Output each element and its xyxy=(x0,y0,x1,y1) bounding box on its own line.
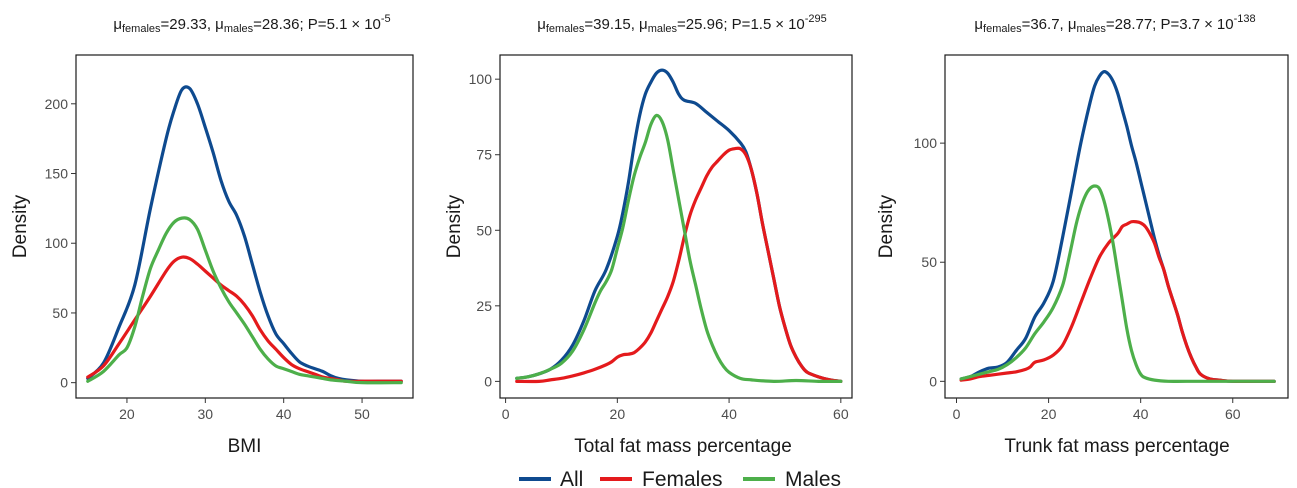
x-axis-label: Trunk fat mass percentage xyxy=(1004,436,1229,457)
y-tick-label: 0 xyxy=(60,375,68,391)
series-line-females xyxy=(515,146,843,384)
legend: All Females Males xyxy=(519,468,841,488)
y-tick-label: 75 xyxy=(476,147,492,163)
series-line-males xyxy=(959,184,1276,384)
x-axis-label: Total fat mass percentage xyxy=(574,436,792,457)
x-tick-label: 0 xyxy=(502,406,510,422)
legend-label-all: All xyxy=(560,468,583,488)
plot-frame xyxy=(75,54,414,399)
x-tick-label: 50 xyxy=(354,406,370,422)
x-tick-label: 0 xyxy=(953,406,961,422)
x-tick-label: 40 xyxy=(1133,406,1149,422)
y-tick-label: 50 xyxy=(52,305,68,321)
series-line-all xyxy=(86,85,403,383)
x-axis-label: BMI xyxy=(228,436,262,457)
density-curves xyxy=(959,70,1276,384)
legend-item-all: All xyxy=(519,468,583,488)
x-tick-label: 20 xyxy=(119,406,135,422)
y-tick-label: 50 xyxy=(476,222,492,238)
plot-frame xyxy=(499,54,853,399)
x-tick-label: 60 xyxy=(833,406,849,422)
y-tick-label: 25 xyxy=(476,298,492,314)
series-line-males xyxy=(515,113,843,384)
series-line-all xyxy=(515,68,843,383)
panel-title: μfemales=39.15, μmales=25.96; P=1.5 × 10-2… xyxy=(537,13,827,35)
legend-label-males: Males xyxy=(785,468,841,488)
density-curves xyxy=(86,85,403,385)
x-tick-label: 30 xyxy=(198,406,214,422)
y-tick-label: 50 xyxy=(921,254,937,270)
axis-ticks: 20 30 40 50 0 50 100 150 200 xyxy=(45,96,370,422)
panel-title: μfemales=36.7, μmales=28.77; P=3.7 × 10-13… xyxy=(974,13,1255,35)
legend-label-females: Females xyxy=(642,468,723,488)
axis-ticks: 0 20 40 60 0 25 50 75 100 xyxy=(469,71,849,422)
series-line-all xyxy=(959,70,1276,384)
y-axis-label: Density xyxy=(876,194,897,258)
x-tick-label: 20 xyxy=(610,406,626,422)
axis-ticks: 0 20 40 60 0 50 100 xyxy=(914,135,1241,422)
density-curves xyxy=(515,68,843,384)
y-axis-label: Density xyxy=(444,194,465,258)
y-tick-label: 0 xyxy=(929,373,937,389)
panel-bmi: μfemales=29.33, μmales=28.36; P=5.1 × 10-5… xyxy=(10,13,414,457)
y-tick-label: 200 xyxy=(45,96,69,112)
x-tick-label: 40 xyxy=(276,406,292,422)
x-tick-label: 20 xyxy=(1041,406,1057,422)
y-tick-label: 100 xyxy=(914,135,938,151)
y-tick-label: 100 xyxy=(45,235,69,251)
panel-total-fat: μfemales=39.15, μmales=25.96; P=1.5 × 10-2… xyxy=(444,13,853,457)
x-tick-label: 60 xyxy=(1225,406,1241,422)
panel-trunk-fat: μfemales=36.7, μmales=28.77; P=3.7 × 10-13… xyxy=(876,13,1289,457)
series-line-females xyxy=(86,255,403,383)
plot-frame xyxy=(944,54,1289,399)
y-tick-label: 100 xyxy=(469,71,493,87)
y-tick-label: 150 xyxy=(45,166,69,182)
series-line-females xyxy=(959,219,1276,384)
y-tick-label: 0 xyxy=(484,373,492,389)
legend-item-males: Males xyxy=(743,468,841,488)
panel-title: μfemales=29.33, μmales=28.36; P=5.1 × 10-5 xyxy=(113,13,390,35)
legend-item-females: Females xyxy=(600,468,723,488)
y-axis-label: Density xyxy=(10,194,31,258)
series-line-males xyxy=(86,216,403,385)
x-tick-label: 40 xyxy=(721,406,737,422)
